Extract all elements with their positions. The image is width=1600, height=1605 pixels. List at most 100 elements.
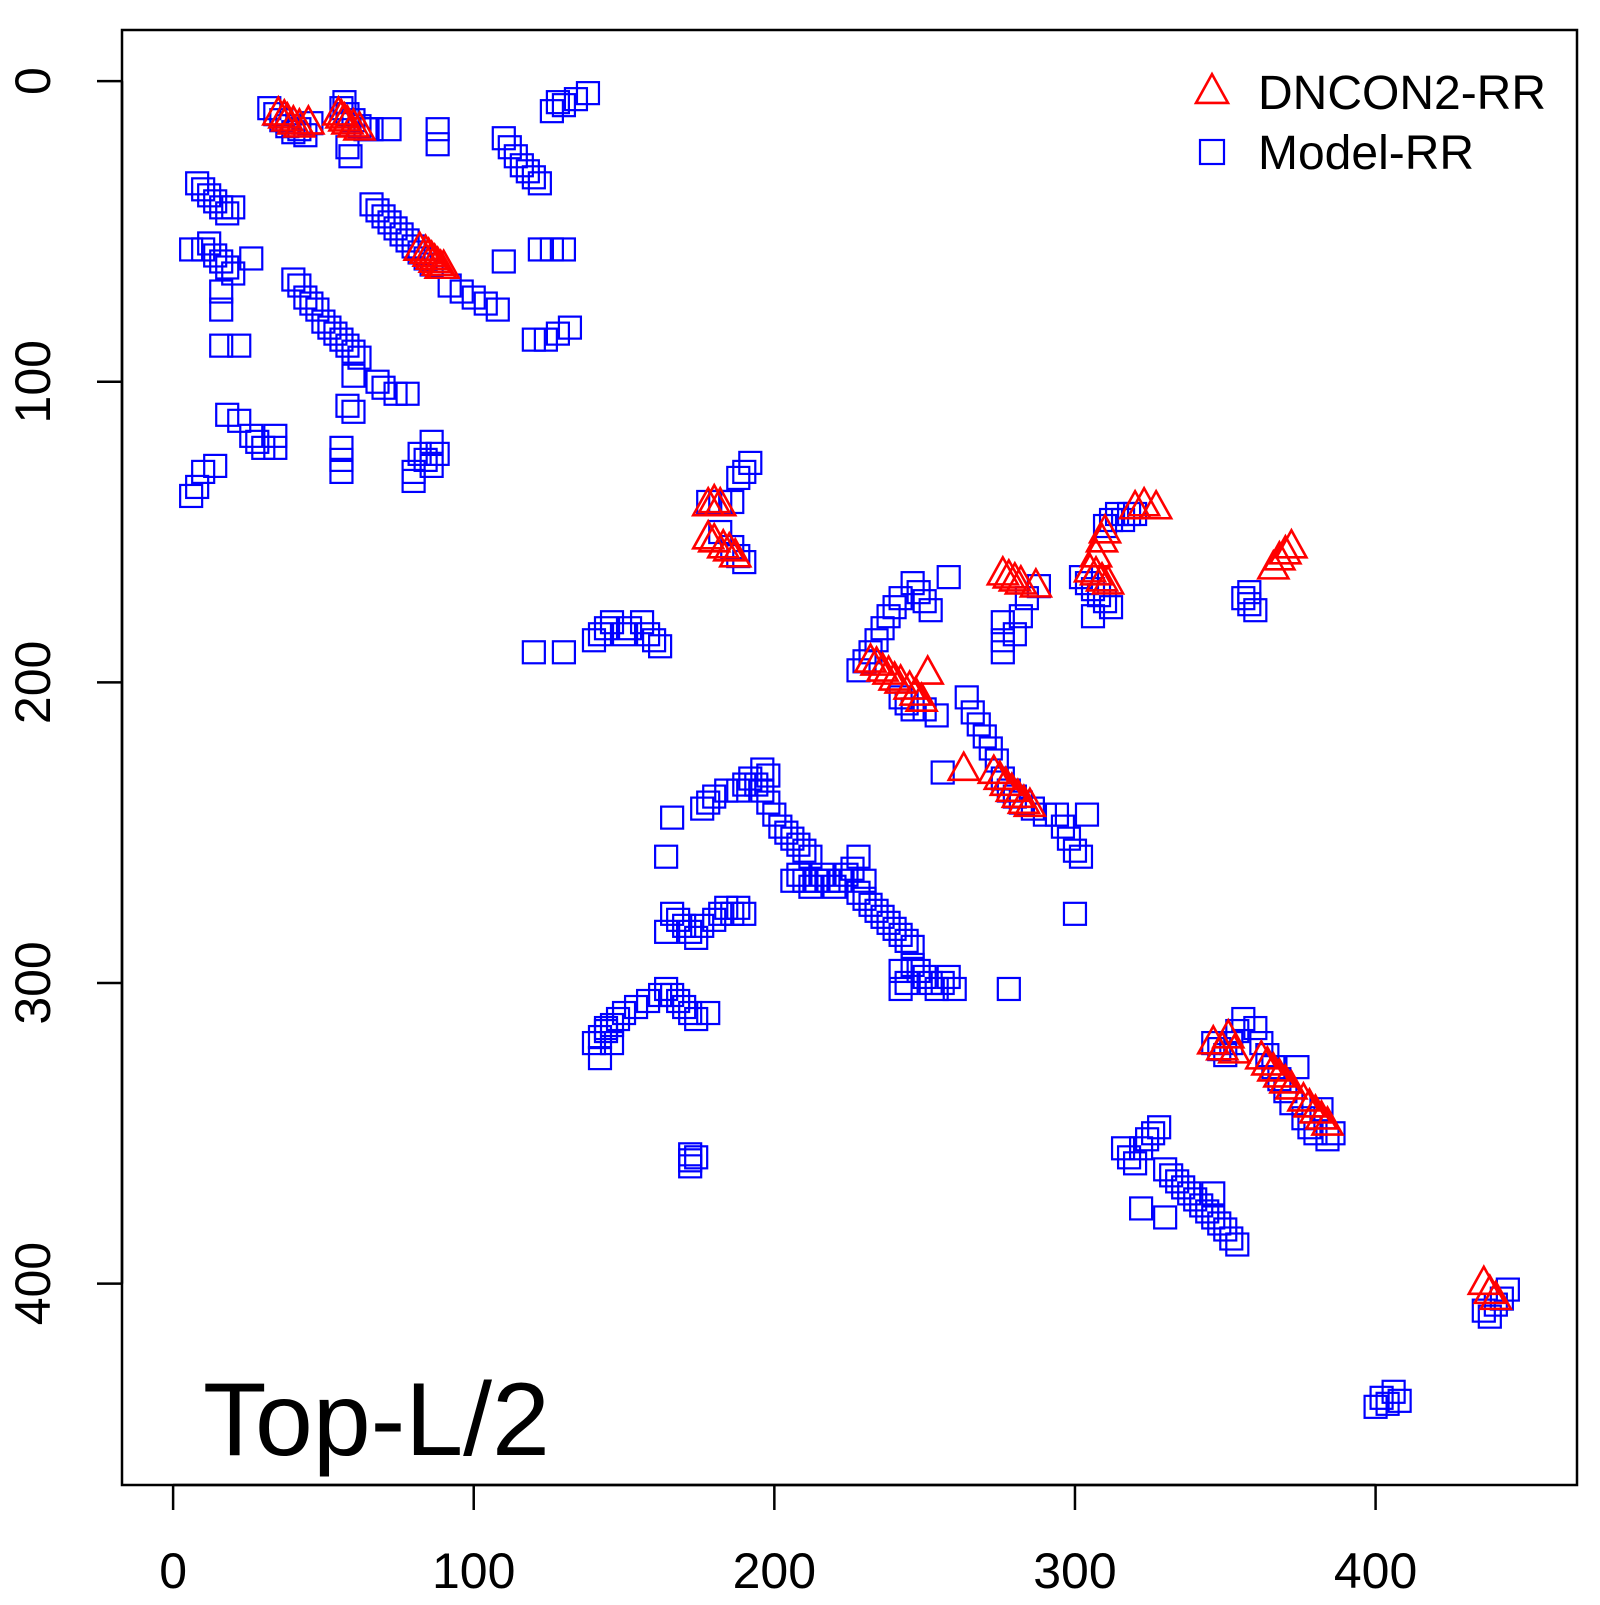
dncon2-rr-point — [1262, 539, 1297, 571]
model-rr-point — [918, 598, 943, 623]
x-tick-label: 0 — [159, 1543, 187, 1599]
model-rr-point — [485, 297, 510, 322]
dncon2-rr-point — [1078, 554, 1114, 586]
legend: DNCON2-RR Model-RR — [1193, 67, 1546, 180]
dncon2-rr-point — [997, 560, 1033, 592]
model-rr-point — [401, 468, 426, 494]
dncon2-rr-point — [853, 641, 888, 673]
y-tick-label: 300 — [5, 941, 61, 1024]
model-rr-point — [551, 237, 577, 262]
model-rr-point — [599, 1030, 625, 1056]
dncon2-rr-point — [994, 771, 1030, 803]
dncon2-rr-point — [910, 653, 945, 685]
model-rr-point — [1002, 622, 1027, 647]
model-rr-point — [912, 589, 937, 614]
model-rr-point — [1008, 604, 1033, 629]
y-tick-label: 0 — [5, 67, 61, 95]
model-rr-point — [648, 634, 673, 659]
model-rr-point — [888, 976, 913, 1002]
model-rr-point — [203, 453, 228, 478]
dncon2-rr-point — [402, 230, 437, 262]
model-rr-point — [593, 616, 619, 641]
dncon2-rr-point — [1478, 1279, 1514, 1311]
legend-marker-triangle — [1193, 71, 1231, 105]
model-rr-point — [425, 132, 450, 157]
dncon2-rr-point — [690, 518, 726, 550]
dncon2-rr-point — [982, 759, 1018, 791]
model-rr-point — [338, 144, 363, 169]
model-rr-point — [1201, 1181, 1226, 1206]
dncon2-rr-point — [718, 536, 753, 568]
model-rr-point — [641, 628, 667, 653]
model-rr-point — [732, 459, 757, 485]
dncon2-rr-point — [1217, 1032, 1252, 1064]
dncon2-rr-point — [1274, 527, 1309, 559]
model-rr-point — [696, 1000, 721, 1026]
dncon2-rr-point — [1250, 1044, 1285, 1076]
model-rr-point — [942, 976, 967, 1002]
model-rr-point — [720, 489, 745, 515]
model-rr-point — [425, 117, 450, 142]
model-rr-point — [335, 393, 360, 418]
model-rr-point — [347, 345, 372, 370]
y-axis: 0 100 200 300 400 — [5, 67, 124, 1325]
model-rr-point — [593, 1015, 619, 1041]
model-rr-point — [239, 246, 264, 271]
dncon2-rr-point — [1072, 551, 1108, 583]
dncon2-rr-point — [1078, 536, 1114, 568]
model-rr-point — [341, 339, 366, 364]
model-rr-point — [1219, 1226, 1244, 1251]
model-rr-point — [846, 844, 871, 869]
model-rr-point — [1381, 1379, 1406, 1404]
y-tick-label: 200 — [5, 641, 61, 724]
dncon2-rr-point — [877, 659, 912, 691]
dncon2-rr-point — [712, 530, 747, 562]
model-rr-point — [1129, 1196, 1154, 1221]
model-rr-point — [209, 333, 234, 358]
model-rr-point — [545, 90, 570, 115]
model-rr-point — [1243, 1015, 1268, 1041]
dncon2-rr-point — [1268, 1062, 1303, 1094]
dncon2-rr-point — [1472, 1273, 1508, 1305]
dncon2-rr-point — [261, 94, 296, 126]
model-rr-point — [1062, 838, 1088, 863]
model-rr-point — [221, 195, 246, 220]
dncon2-rr-point — [1466, 1264, 1502, 1296]
dncon2-rr-series — [261, 94, 1514, 1311]
dncon2-rr-point — [1274, 1068, 1309, 1100]
dncon2-rr-point — [1018, 566, 1054, 598]
y-tick-label: 100 — [5, 340, 61, 423]
dncon2-rr-point — [426, 248, 461, 280]
dncon2-rr-point — [1000, 777, 1036, 809]
model-rr-point — [521, 165, 546, 190]
chart-annotation: Top-L/2 — [203, 1362, 550, 1478]
model-rr-point — [756, 763, 781, 788]
model-rr-point — [209, 297, 234, 322]
model-rr-point — [227, 333, 252, 358]
dncon2-rr-point — [1084, 560, 1120, 592]
model-rr-point — [996, 976, 1021, 1002]
dncon2-rr-point — [976, 753, 1012, 785]
model-rr-point — [1098, 595, 1124, 620]
model-rr-point — [1153, 1205, 1178, 1230]
model-rr-point — [954, 685, 979, 710]
plot-frame — [120, 28, 1579, 1487]
dncon2-rr-point — [988, 765, 1024, 797]
dncon2-rr-point — [859, 644, 894, 676]
model-rr-point — [684, 1145, 709, 1170]
dncon2-rr-point — [865, 650, 900, 682]
dncon2-rr-point — [1006, 783, 1042, 815]
legend-marker-square — [1198, 138, 1226, 166]
y-tick-label: 400 — [5, 1242, 61, 1325]
dncon2-rr-point — [1138, 488, 1174, 520]
dncon2-rr-point — [1262, 1056, 1297, 1088]
model-rr-point — [750, 757, 775, 782]
model-rr-point — [1122, 1151, 1148, 1176]
model-rr-point — [245, 429, 270, 454]
model-rr-point — [924, 703, 949, 728]
dncon2-rr-point — [1304, 1098, 1339, 1130]
model-rr-point — [215, 201, 240, 226]
legend-label: DNCON2-RR — [1258, 67, 1546, 120]
model-rr-point — [1387, 1388, 1412, 1413]
dncon2-rr-point — [703, 485, 738, 517]
